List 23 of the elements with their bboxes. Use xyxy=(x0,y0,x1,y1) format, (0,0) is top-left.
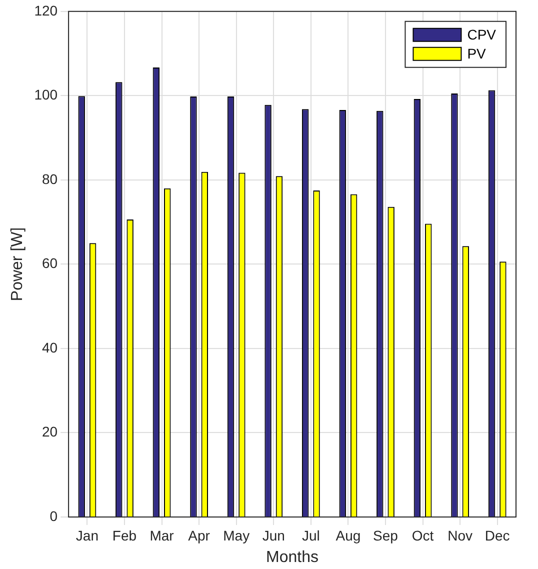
x-tick-label: Jul xyxy=(302,527,320,544)
x-tick-label: Nov xyxy=(448,527,473,544)
y-tick-label: 120 xyxy=(34,2,58,18)
y-tick-label: 20 xyxy=(42,424,58,440)
y-tick-label: 100 xyxy=(34,86,58,103)
x-tick-label: Jan xyxy=(76,527,98,544)
y-tick-label: 80 xyxy=(42,170,58,187)
y-tick-label: 0 xyxy=(50,508,58,524)
x-tick-label: May xyxy=(223,527,250,544)
x-tick-label: Jun xyxy=(262,527,285,544)
x-tick-label: Apr xyxy=(188,527,210,544)
x-tick-label: Feb xyxy=(112,527,137,544)
x-tick-label: Aug xyxy=(336,527,361,544)
y-axis-title: Power [W] xyxy=(9,227,26,302)
y-tick-label: 40 xyxy=(42,339,58,356)
x-axis-title: Months xyxy=(266,548,319,566)
x-tick-label: Oct xyxy=(412,527,434,544)
x-tick-label: Dec xyxy=(484,527,510,544)
x-tick-label: Mar xyxy=(150,527,174,544)
legend-label: PV xyxy=(467,45,487,62)
legend-label: CPV xyxy=(467,26,497,42)
y-tick-label: 60 xyxy=(42,255,58,272)
x-tick-label: Sep xyxy=(373,527,398,544)
